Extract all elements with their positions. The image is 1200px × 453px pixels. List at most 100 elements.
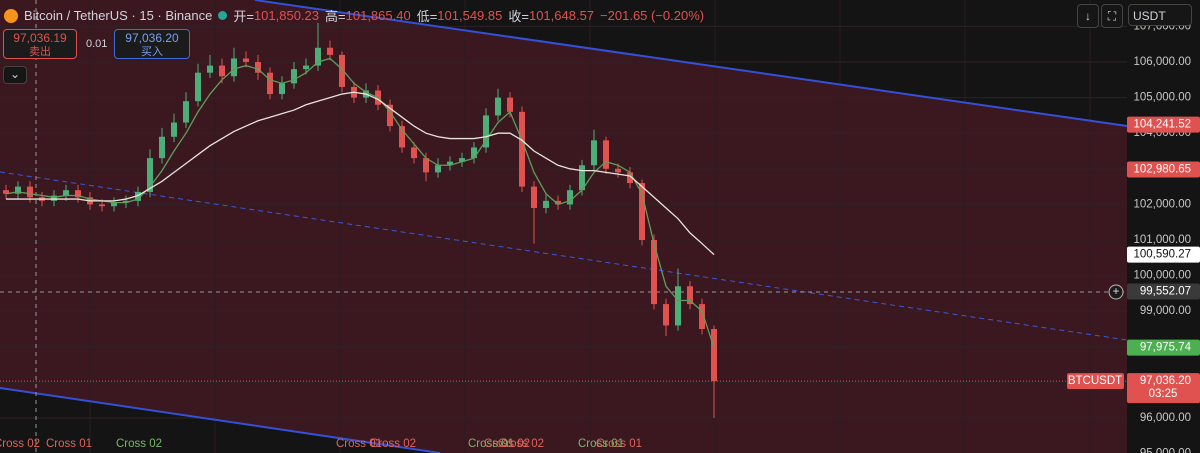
- ohlc-open: 101,850.23: [253, 8, 320, 23]
- add-alert-button[interactable]: [1108, 284, 1124, 300]
- cross-label: Cross 01: [468, 438, 514, 450]
- cross-label: Cross 01: [596, 438, 642, 450]
- candle-body: [447, 161, 453, 166]
- coin-icon: [4, 8, 18, 23]
- candle-body: [555, 200, 561, 205]
- candle-body: [471, 147, 477, 159]
- candle-body: [51, 195, 57, 201]
- moving-average: [6, 91, 715, 256]
- candle-body: [627, 172, 633, 184]
- candle-body: [183, 101, 189, 123]
- candle-body: [171, 122, 177, 137]
- y-tick-label: 99,000.00: [1140, 305, 1191, 317]
- add-alert-icon: +: [1112, 284, 1119, 298]
- y-tick-label: 100,000.00: [1133, 270, 1191, 282]
- countdown: 03:25: [1149, 388, 1178, 400]
- status-dot: [218, 11, 228, 20]
- price-tag-label: 99,552.07: [1140, 286, 1191, 298]
- candle-body: [651, 240, 657, 305]
- price-tag: [1127, 339, 1200, 356]
- candle-body: [495, 97, 501, 116]
- price-tag: [1127, 116, 1200, 133]
- cross-label: Cross 02: [0, 438, 40, 450]
- candle-body: [591, 140, 597, 166]
- price-tag-label: 100,590.27: [1133, 249, 1191, 261]
- ohlc-high: 101,865.40: [345, 8, 411, 23]
- candle-body: [579, 165, 585, 191]
- candle-body: [303, 65, 309, 70]
- y-tick-label: 95,000.00: [1140, 448, 1191, 453]
- y-tick-label: 105,000.00: [1133, 92, 1191, 104]
- candle-body: [675, 286, 681, 326]
- candle-body: [315, 47, 321, 66]
- price-tag-label: 102,980.65: [1133, 164, 1191, 176]
- fullscreen-button[interactable]: ⛶: [1101, 4, 1123, 28]
- cross-label: Cross 02: [498, 438, 544, 450]
- candle-body: [639, 183, 645, 241]
- price-tag-label: 97,975.74: [1140, 342, 1192, 354]
- candle-body: [543, 200, 549, 208]
- candle-body: [111, 202, 117, 207]
- candle-body: [699, 304, 705, 330]
- quantity[interactable]: 0.01: [86, 38, 108, 50]
- symbol: Bitcoin / TetherUS · 15 · Binance: [24, 8, 213, 23]
- ohlc-low-label: 低=: [416, 9, 438, 24]
- candle-body: [339, 54, 345, 87]
- candle-body: [279, 83, 285, 95]
- candle-body: [483, 115, 489, 148]
- ohlc-close-label: 收=: [508, 9, 529, 24]
- candle-body: [399, 126, 405, 148]
- cross-label: Cross 02: [116, 438, 162, 450]
- candle-body: [615, 168, 621, 173]
- buy-button[interactable]: 97,036.20 买入: [114, 29, 190, 59]
- cross-label: Cross 01: [578, 438, 624, 450]
- y-tick-label: 96,000.00: [1140, 412, 1191, 424]
- candle-body: [567, 190, 573, 205]
- price-tag: [1127, 246, 1200, 263]
- candle-body: [135, 191, 141, 201]
- y-tick-label: 106,000.00: [1133, 56, 1191, 68]
- candle-body: [243, 58, 249, 63]
- currency-select[interactable]: USDT: [1128, 4, 1192, 26]
- candle-body: [435, 165, 441, 173]
- candle-body: [3, 190, 9, 194]
- candle-body: [291, 69, 297, 84]
- candle-body: [231, 58, 237, 77]
- download-button[interactable]: ↓: [1077, 4, 1099, 28]
- change: −201.65 (−0.20%): [600, 8, 705, 23]
- ohlc-low: 101,549.85: [437, 8, 503, 23]
- candle-body: [387, 104, 393, 127]
- candle-body: [327, 47, 333, 55]
- channel-lower: [0, 387, 441, 453]
- price-tag-label: 104,241.52: [1133, 119, 1191, 131]
- candle-body: [459, 158, 465, 162]
- price-tag: [1127, 373, 1200, 404]
- collapse-button[interactable]: ⌄: [3, 66, 27, 84]
- price-tag: [1127, 283, 1200, 300]
- sell-button[interactable]: 97,036.19 卖出: [3, 29, 77, 59]
- header: Bitcoin / TetherUS · 15 · Binance 开= 101,…: [4, 6, 704, 25]
- ohlc-close: 101,648.57: [528, 8, 595, 23]
- candle-body: [147, 158, 153, 192]
- candle-body: [531, 186, 537, 208]
- candle-body: [507, 97, 513, 112]
- y-tick-label: 102,000.00: [1133, 198, 1191, 210]
- cross-label: Cross 01: [336, 438, 382, 450]
- buy-label: 买入: [141, 46, 163, 58]
- channel-upper: [254, 0, 1128, 127]
- candle-body: [195, 72, 201, 102]
- sell-price: 97,036.19: [13, 31, 67, 45]
- candle-body: [255, 62, 261, 73]
- candle-body: [159, 136, 165, 159]
- candle-body: [663, 304, 669, 326]
- candle-body: [423, 158, 429, 173]
- cross-label: Cross 02: [370, 438, 416, 450]
- buy-price: 97,036.20: [125, 31, 179, 45]
- cross-label: Cross 01: [46, 438, 92, 450]
- candle-body: [687, 286, 693, 305]
- price-tag: [1127, 161, 1200, 178]
- sell-label: 卖出: [29, 46, 51, 58]
- candle-body: [519, 111, 525, 187]
